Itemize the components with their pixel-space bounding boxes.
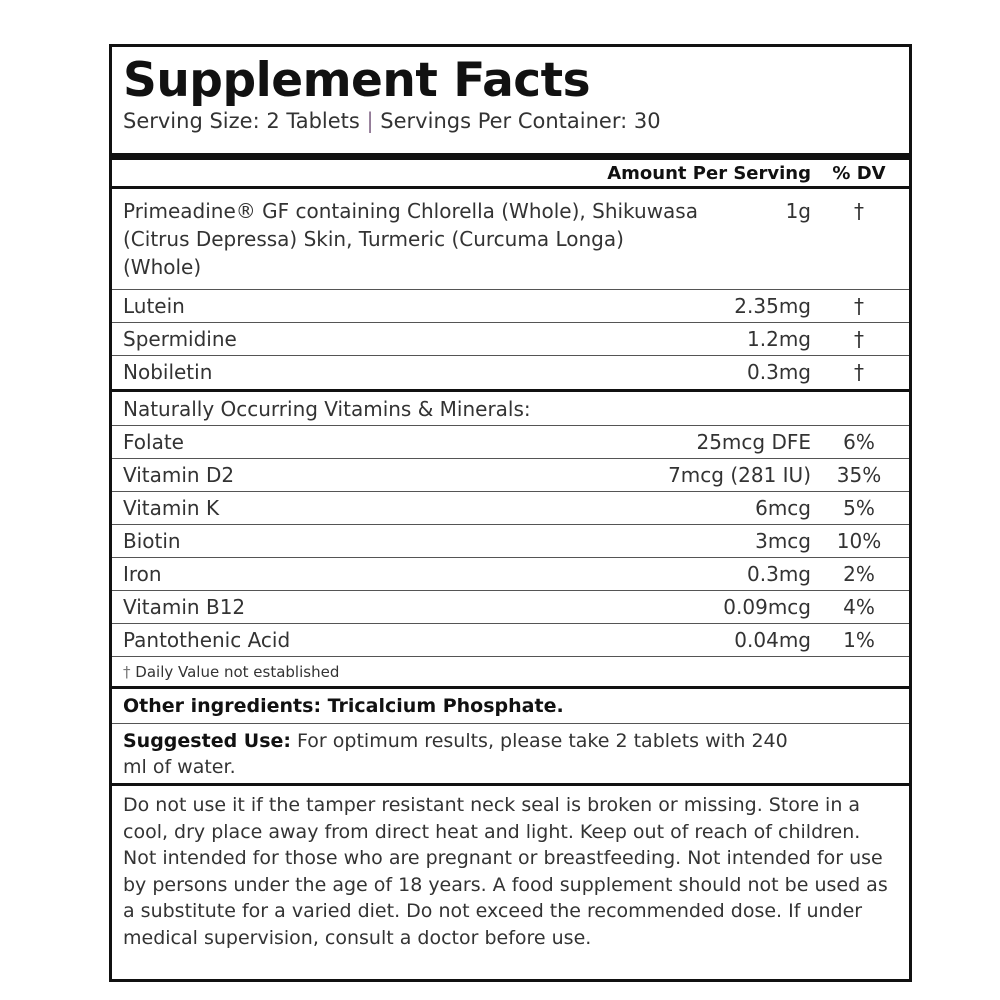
nutrient-amount: 25mcg DFE <box>696 430 811 454</box>
column-header: Amount Per Serving % DV <box>112 160 909 186</box>
nutrient-dv: 1% <box>843 628 875 652</box>
footnote-row: † Daily Value not established <box>112 656 909 686</box>
footnote-text: Daily Value not established <box>135 662 340 681</box>
separator: | <box>366 109 374 133</box>
nutrient-amount: 1.2mg <box>747 327 811 351</box>
nutrient-amount: 0.3mg <box>747 562 811 586</box>
servings-per-container: Servings Per Container: 30 <box>380 109 661 133</box>
nutrient-dv: 5% <box>843 496 875 520</box>
suggested-use: Suggested Use: For optimum results, plea… <box>112 723 909 783</box>
nutrient-amount: 0.09mcg <box>723 595 811 619</box>
other-ingredients: Other ingredients: Tricalcium Phosphate. <box>123 695 564 717</box>
nutrient-row: Biotin 3mcg 10% <box>112 524 909 557</box>
nutrient-name: Folate <box>123 430 184 454</box>
ingredient-amount: 1g <box>785 199 811 223</box>
nutrient-row: Iron 0.3mg 2% <box>112 557 909 590</box>
panel-title: Supplement Facts <box>123 53 591 108</box>
nutrient-dv: 2% <box>843 562 875 586</box>
nutrient-row: Spermidine 1.2mg † <box>112 322 909 355</box>
vitamins-heading: Naturally Occurring Vitamins & Minerals: <box>123 396 531 421</box>
suggested-use-label: Suggested Use: <box>123 730 292 752</box>
nutrient-amount: 0.3mg <box>747 360 811 384</box>
nutrient-row: Pantothenic Acid 0.04mg 1% <box>112 623 909 656</box>
nutrient-dv: † <box>854 360 864 384</box>
nutrient-row: Nobiletin 0.3mg † <box>112 355 909 388</box>
nutrient-amount: 7mcg (281 IU) <box>668 463 811 487</box>
nutrient-dv: 6% <box>843 430 875 454</box>
nutrient-dv: † <box>854 327 864 351</box>
amount-header: Amount Per Serving <box>607 162 811 184</box>
nutrient-row: Vitamin B12 0.09mcg 4% <box>112 590 909 623</box>
nutrient-dv: 10% <box>836 529 882 553</box>
nutrient-amount: 3mcg <box>755 529 811 553</box>
ingredient-name: Primeadine® GF containing Chlorella (Who… <box>123 199 698 279</box>
nutrient-name: Nobiletin <box>123 360 213 384</box>
nutrient-dv: 35% <box>836 463 882 487</box>
nutrient-name: Vitamin K <box>123 496 220 520</box>
nutrient-row: Vitamin K 6mcg 5% <box>112 491 909 524</box>
nutrient-row: Lutein 2.35mg † <box>112 289 909 322</box>
nutrient-name: Spermidine <box>123 327 237 351</box>
serving-size: Serving Size: 2 Tablets <box>123 109 360 133</box>
ingredient-dv: † <box>854 199 864 223</box>
warnings: Do not use it if the tamper resistant ne… <box>123 794 888 949</box>
nutrient-name: Biotin <box>123 529 181 553</box>
nutrient-row: Vitamin D2 7mcg (281 IU) 35% <box>112 458 909 491</box>
nutrient-name: Vitamin D2 <box>123 463 235 487</box>
supplement-facts-panel: Supplement Facts Serving Size: 2 Tablets… <box>109 44 912 982</box>
nutrient-name: Iron <box>123 562 162 586</box>
nutrient-name: Pantothenic Acid <box>123 628 291 652</box>
nutrient-name: Lutein <box>123 294 185 318</box>
nutrient-dv: 4% <box>843 595 875 619</box>
dv-header: % DV <box>832 162 886 184</box>
vitamins-heading-row: Naturally Occurring Vitamins & Minerals: <box>112 392 909 425</box>
footnote-symbol: † <box>123 662 131 681</box>
nutrient-row: Folate 25mcg DFE 6% <box>112 425 909 458</box>
serving-info: Serving Size: 2 Tablets | Servings Per C… <box>112 107 909 153</box>
nutrient-name: Vitamin B12 <box>123 595 246 619</box>
nutrient-amount: 2.35mg <box>734 294 811 318</box>
nutrient-dv: † <box>854 294 864 318</box>
suggested-use-text: For optimum results, please take 2 table… <box>123 730 788 778</box>
primary-ingredient-row: Primeadine® GF containing Chlorella (Who… <box>112 189 909 289</box>
nutrient-amount: 0.04mg <box>734 628 811 652</box>
nutrient-amount: 6mcg <box>755 496 811 520</box>
